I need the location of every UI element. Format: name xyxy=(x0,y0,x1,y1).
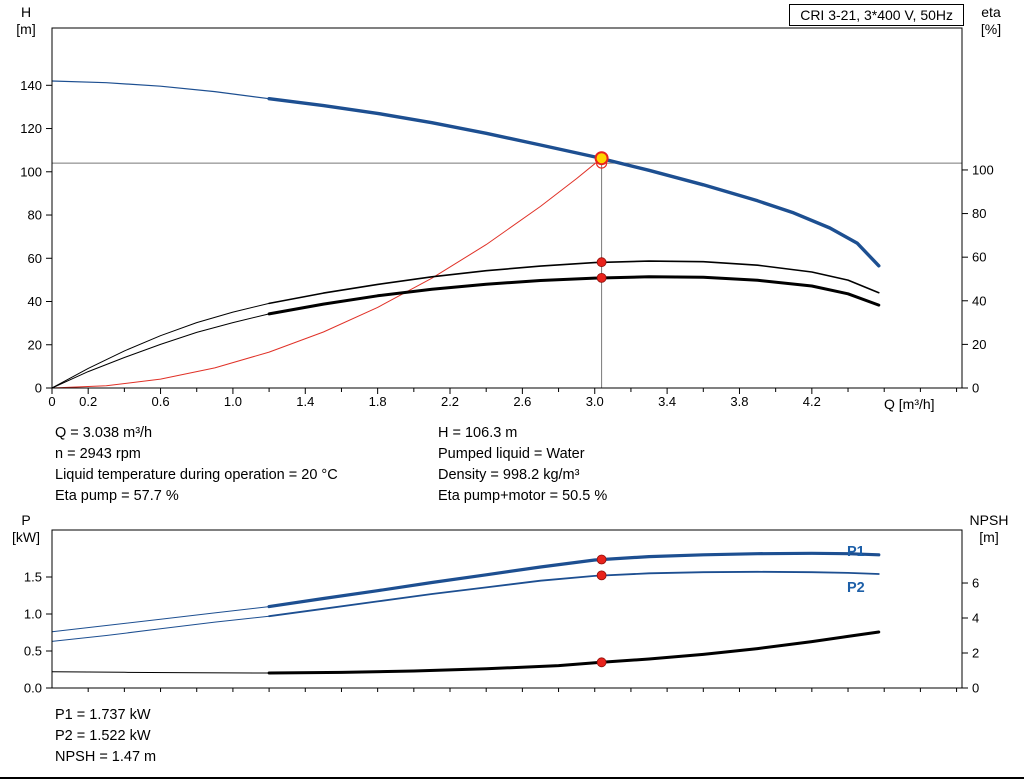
system-curve xyxy=(51,157,603,389)
info-line-npsh: NPSH = 1.47 m xyxy=(55,749,157,765)
npsh-curve xyxy=(267,630,881,675)
plot-frame xyxy=(51,27,963,389)
p2-curve xyxy=(268,570,880,618)
info-line-density: Density = 998.2 kg/m³ xyxy=(438,467,580,483)
p-axis-label: P [kW] xyxy=(4,512,48,546)
p1-series-label: P1 xyxy=(847,544,865,560)
info-line-q: Q = 3.038 m³/h xyxy=(55,425,153,441)
p2-series-label: P2 xyxy=(847,580,865,596)
tick-label: 80 xyxy=(972,206,986,221)
operating-data-right: H = 106.3 m Pumped liquid = Water Densit… xyxy=(438,423,607,507)
p-axis-unit: [kW] xyxy=(12,529,40,545)
tick-label: 40 xyxy=(972,293,986,308)
info-line-eta-pump-motor: Eta pump+motor = 50.5 % xyxy=(438,488,608,504)
power-npsh-data: P1 = 1.737 kW P2 = 1.522 kW NPSH = 1.47 … xyxy=(55,705,156,768)
npsh-axis-symbol: NPSH xyxy=(969,512,1009,528)
eta-pump-marker xyxy=(596,257,607,268)
npsh-axis-unit: [m] xyxy=(979,529,999,545)
eta-axis-symbol: eta xyxy=(981,4,1001,20)
tick-label: 0.6 xyxy=(152,394,170,409)
tick-label: 3.8 xyxy=(730,394,748,409)
tick-label: 0 xyxy=(48,394,55,409)
q-axis-label: Q [m³/h] xyxy=(884,396,935,412)
tick-label: 60 xyxy=(28,251,42,266)
p1-marker xyxy=(596,554,607,565)
tick-label: 1.8 xyxy=(369,394,387,409)
page-divider xyxy=(0,777,1024,779)
npsh-curve-lead xyxy=(51,671,270,674)
tick-label: 1.0 xyxy=(224,394,242,409)
tick-label: 40 xyxy=(28,294,42,309)
tick-label: 4.2 xyxy=(803,394,821,409)
tick-label: 2.6 xyxy=(513,394,531,409)
eta-pump-motor-lead xyxy=(51,313,270,389)
tick-label: 0 xyxy=(972,381,979,396)
tick-label: 2.2 xyxy=(441,394,459,409)
tick-label: 4 xyxy=(972,611,979,626)
tick-label: 0.0 xyxy=(24,681,42,696)
tick-label: 140 xyxy=(20,78,42,93)
duty-point-marker xyxy=(594,151,609,166)
h-axis-symbol: H xyxy=(20,4,32,20)
tick-label: 100 xyxy=(20,164,42,179)
tick-label: 0 xyxy=(972,681,979,696)
tick-label: 1.4 xyxy=(296,394,314,409)
tick-label: 100 xyxy=(972,162,994,177)
npsh-axis-label: NPSH [m] xyxy=(963,512,1015,546)
eta-pump xyxy=(268,260,880,305)
eta-pump-motor xyxy=(267,275,881,316)
p1-curve xyxy=(267,551,881,609)
operating-data-left: Q = 3.038 m³/h n = 2943 rpm Liquid tempe… xyxy=(55,423,338,507)
p2-curve-lead xyxy=(51,615,270,642)
info-line-eta-pump: Eta pump = 57.7 % xyxy=(55,488,179,504)
tick-label: 1.5 xyxy=(24,569,42,584)
eta-axis-label: eta [%] xyxy=(969,4,1013,38)
p-axis-symbol: P xyxy=(21,512,31,528)
p2-marker xyxy=(596,570,607,581)
tick-label: 0.2 xyxy=(79,394,97,409)
pump-model-title: CRI 3-21, 3*400 V, 50Hz xyxy=(789,4,964,26)
h-axis-label: H [m] xyxy=(4,4,48,38)
tick-label: 0.5 xyxy=(24,643,42,658)
tick-label: 6 xyxy=(972,576,979,591)
tick-label: 120 xyxy=(20,121,42,136)
npsh-marker xyxy=(596,657,607,668)
tick-label: 1.0 xyxy=(24,606,42,621)
info-line-liquid: Pumped liquid = Water xyxy=(438,446,585,462)
tick-label: 0 xyxy=(35,381,42,396)
info-line-temperature: Liquid temperature during operation = 20… xyxy=(55,467,338,483)
tick-label: 3.0 xyxy=(586,394,604,409)
hq-curve-lead xyxy=(51,80,270,100)
tick-label: 3.4 xyxy=(658,394,676,409)
info-line-n: n = 2943 rpm xyxy=(55,446,141,462)
tick-label: 60 xyxy=(972,250,986,265)
info-line-h: H = 106.3 m xyxy=(438,425,518,441)
plot-frame xyxy=(51,529,963,689)
info-line-p1: P1 = 1.737 kW xyxy=(55,707,151,723)
tick-label: 80 xyxy=(28,208,42,223)
tick-label: 20 xyxy=(28,337,42,352)
eta-pump-lead xyxy=(51,302,270,389)
eta-pump-motor-marker xyxy=(596,272,607,283)
p1-curve-lead xyxy=(51,606,270,633)
info-line-p2: P2 = 1.522 kW xyxy=(55,728,151,744)
h-axis-unit: [m] xyxy=(16,21,36,37)
tick-label: 20 xyxy=(972,337,986,352)
hq-curve xyxy=(267,96,881,268)
eta-axis-unit: [%] xyxy=(980,21,1002,37)
tick-label: 2 xyxy=(972,646,979,661)
